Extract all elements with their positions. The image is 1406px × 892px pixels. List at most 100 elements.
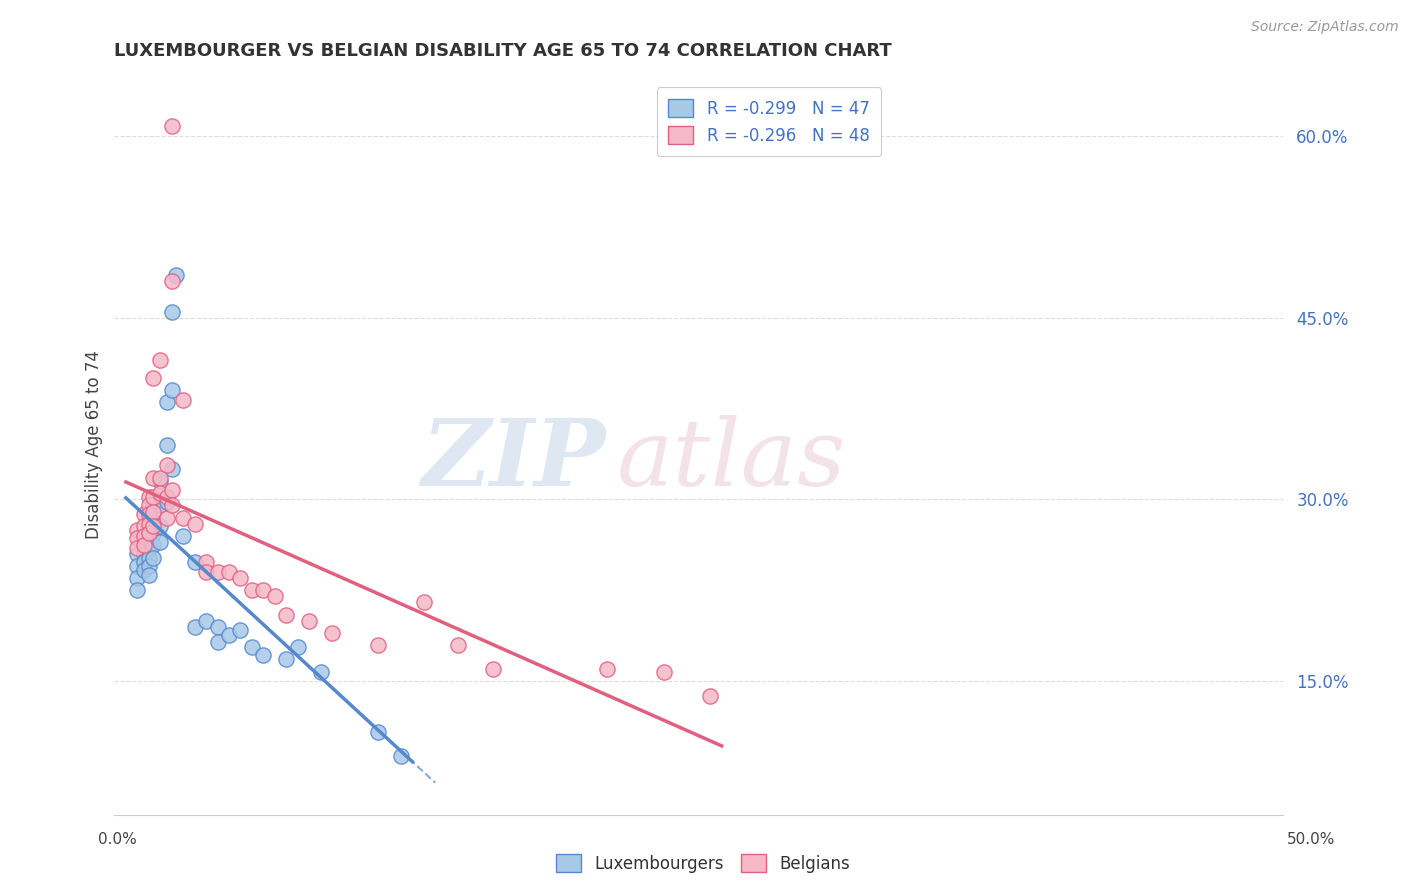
Text: LUXEMBOURGER VS BELGIAN DISABILITY AGE 65 TO 74 CORRELATION CHART: LUXEMBOURGER VS BELGIAN DISABILITY AGE 6… [114, 42, 893, 60]
Point [160, 274, 183, 288]
Point [156, 458, 179, 473]
Point [149, 353, 172, 368]
Point [138, 541, 160, 555]
Point [149, 475, 172, 489]
Point [207, 565, 229, 579]
Point [138, 526, 160, 541]
Legend: Luxembourgers, Belgians: Luxembourgers, Belgians [550, 847, 856, 880]
Point [183, 556, 205, 570]
Point [156, 495, 179, 509]
Point [367, 725, 389, 739]
Point [142, 371, 165, 385]
Point [134, 507, 156, 521]
Point [142, 526, 165, 541]
Point [183, 620, 205, 634]
Point [142, 519, 165, 533]
Point [127, 541, 149, 555]
Text: ZIP: ZIP [420, 415, 605, 505]
Point [127, 531, 149, 545]
Point [138, 499, 160, 513]
Point [160, 119, 183, 133]
Point [142, 539, 165, 553]
Point [134, 539, 156, 553]
Text: Source: ZipAtlas.com: Source: ZipAtlas.com [1251, 20, 1399, 34]
Point [134, 529, 156, 543]
Point [276, 607, 298, 622]
Text: 0.0%: 0.0% [98, 832, 138, 847]
Point [240, 640, 263, 655]
Point [218, 565, 240, 579]
Point [160, 304, 183, 318]
Point [134, 556, 156, 570]
Point [481, 662, 503, 676]
Point [156, 510, 179, 524]
Point [389, 749, 412, 764]
Point [165, 268, 187, 283]
Point [367, 638, 389, 652]
Point [160, 462, 183, 476]
Point [142, 499, 165, 513]
Point [156, 438, 179, 452]
Point [287, 640, 309, 655]
Point [252, 583, 274, 598]
Point [172, 392, 194, 407]
Point [127, 583, 149, 598]
Point [156, 395, 179, 409]
Point [149, 470, 172, 484]
Point [207, 635, 229, 649]
Point [654, 665, 676, 679]
Point [138, 523, 160, 537]
Point [142, 550, 165, 565]
Point [142, 470, 165, 484]
Point [596, 662, 619, 676]
Point [160, 499, 183, 513]
Point [252, 648, 274, 662]
Point [142, 514, 165, 528]
Point [699, 689, 721, 703]
Text: 50.0%: 50.0% [1288, 832, 1336, 847]
Point [138, 490, 160, 504]
Point [138, 516, 160, 531]
Point [160, 483, 183, 497]
Point [134, 539, 156, 553]
Point [263, 590, 285, 604]
Point [138, 550, 160, 565]
Point [321, 625, 343, 640]
Point [195, 614, 218, 628]
Point [138, 510, 160, 524]
Point [240, 583, 263, 598]
Point [207, 620, 229, 634]
Point [149, 519, 172, 533]
Point [172, 510, 194, 524]
Point [218, 628, 240, 642]
Point [142, 504, 165, 518]
Point [229, 571, 252, 585]
Point [309, 665, 332, 679]
Point [127, 559, 149, 574]
Legend: R = -0.299   N = 47, R = -0.296   N = 48: R = -0.299 N = 47, R = -0.296 N = 48 [657, 87, 882, 156]
Point [138, 567, 160, 582]
Point [134, 547, 156, 561]
Point [412, 595, 434, 609]
Point [127, 571, 149, 585]
Point [134, 529, 156, 543]
Point [138, 507, 160, 521]
Y-axis label: Disability Age 65 to 74: Disability Age 65 to 74 [86, 351, 103, 540]
Point [183, 516, 205, 531]
Point [149, 486, 172, 500]
Point [156, 490, 179, 504]
Point [138, 531, 160, 545]
Point [276, 652, 298, 666]
Point [447, 638, 470, 652]
Point [127, 523, 149, 537]
Point [134, 519, 156, 533]
Point [134, 563, 156, 577]
Text: atlas: atlas [617, 415, 846, 505]
Point [229, 624, 252, 638]
Point [149, 499, 172, 513]
Point [127, 547, 149, 561]
Point [138, 559, 160, 574]
Point [160, 384, 183, 398]
Point [172, 529, 194, 543]
Point [195, 565, 218, 579]
